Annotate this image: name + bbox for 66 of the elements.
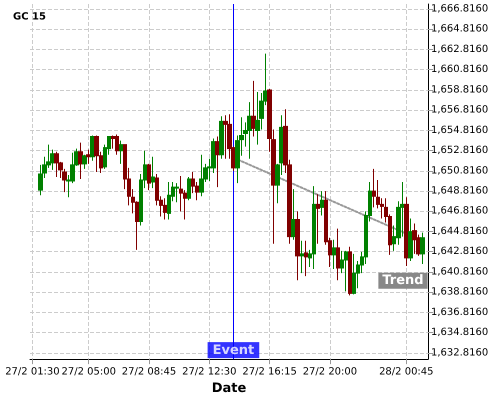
- candlestick: [94, 135, 99, 172]
- candlestick: [312, 186, 316, 270]
- y-tick-label: 1,656.8160: [431, 104, 488, 116]
- y-tick-label: 1,642.8160: [431, 246, 488, 258]
- y-tick-label: 1,644.8160: [431, 226, 488, 237]
- y-tick-label: 1,652.8160: [431, 145, 488, 156]
- candlestick: [163, 198, 167, 220]
- candlestick: [86, 149, 91, 164]
- y-tick-label: 1,658.8160: [431, 84, 488, 96]
- candlestick: [251, 80, 256, 138]
- x-tick-label: 27/2 12:30: [182, 366, 237, 378]
- y-tick-label: 1,638.8160: [431, 286, 488, 298]
- candlestick: [348, 246, 352, 296]
- y-tick-label: 1,650.8160: [431, 165, 488, 176]
- y-tick-label: 1,646.8160: [431, 206, 488, 217]
- candlestick: [78, 142, 83, 180]
- candlestick: [304, 240, 308, 277]
- candlestick: [332, 239, 336, 270]
- candlestick: [408, 218, 413, 262]
- y-tick-label: 1,660.8160: [431, 64, 488, 76]
- x-tick-label: 27/2 05:00: [61, 366, 116, 378]
- candlestick: [336, 228, 340, 281]
- y-tick-label: 1,662.8160: [431, 44, 488, 55]
- candlestick: [420, 232, 425, 264]
- candlestick: [147, 163, 151, 191]
- candlestick: [295, 210, 300, 281]
- candlestick: [199, 154, 204, 197]
- candlestick: [215, 136, 220, 188]
- text: GC 15: [13, 12, 46, 22]
- y-tick-label: 1,634.8160: [431, 327, 488, 338]
- y-tick-label: 1,636.8160: [431, 306, 488, 318]
- x-tick-label: 27/2 08:45: [122, 366, 176, 378]
- candlestick: [372, 168, 376, 208]
- candlestick: [119, 140, 123, 164]
- x-tick-label: 27/2 01:30: [5, 366, 60, 378]
- candlestick: [412, 223, 417, 254]
- y-tick-label: 1,632.8160: [431, 347, 488, 358]
- candlestick: [404, 196, 409, 267]
- candlestick: [54, 151, 59, 178]
- candlestick: [255, 92, 260, 146]
- y-tick-label: 1,664.8160: [431, 24, 488, 35]
- candlestick: [316, 194, 320, 244]
- candlestick: [300, 240, 304, 274]
- candlestick: [175, 182, 179, 203]
- candlestick: [352, 253, 356, 295]
- ref-line-label: Event: [212, 343, 254, 358]
- candlestick: [291, 188, 296, 240]
- x-tick-label: 27/2 20:00: [302, 366, 358, 378]
- candlestick: [223, 114, 228, 160]
- candlestick: [320, 190, 324, 216]
- y-tick-label: 1,640.8160: [431, 266, 488, 278]
- candlestick: [167, 182, 171, 220]
- candlestick: [82, 154, 87, 170]
- candlestick: [187, 176, 191, 201]
- x-tick-label: 27/2 16:15: [242, 366, 297, 378]
- x-tick-label: 28/2 00:45: [379, 366, 434, 378]
- y-tick-label: 1,648.8160: [431, 186, 488, 196]
- candlestick: [219, 116, 224, 160]
- y-tick-label: 1,654.8160: [431, 124, 488, 136]
- candlestick: [151, 156, 155, 189]
- candlestick: [115, 134, 119, 156]
- text: Trend: [382, 273, 424, 288]
- y-tick-label: 1,666.8160: [431, 3, 488, 14]
- x-axis-title: Date: [212, 381, 246, 396]
- candlestick: [247, 102, 252, 160]
- candlestick: [344, 250, 348, 292]
